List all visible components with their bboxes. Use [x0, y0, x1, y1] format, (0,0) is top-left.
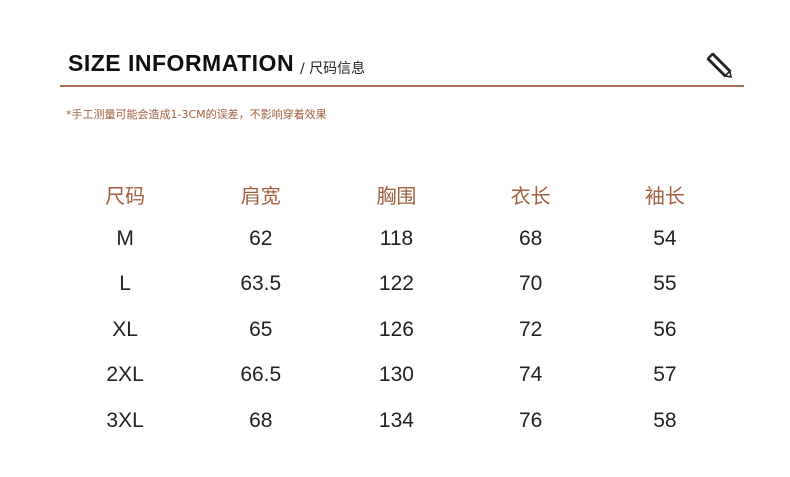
ruler-pencil-icon: [706, 52, 733, 79]
table-row: XL 65 126 72 56: [58, 307, 732, 353]
table-cell: 70: [518, 272, 543, 296]
table-cell: 62: [249, 226, 273, 250]
table-row: 2XL 66.5 130 74 57: [58, 353, 732, 399]
table-cell: 68: [518, 226, 543, 250]
table-cell: 2XL: [106, 363, 144, 387]
table-cell: 74: [518, 363, 543, 387]
table-cell: M: [116, 226, 134, 250]
table-row: L 63.5 122 70 55: [58, 262, 732, 308]
table-cell: 134: [378, 408, 414, 432]
table-cell: 56: [653, 317, 677, 341]
header-shoulder: 肩宽: [240, 183, 281, 208]
header-chest: 胸围: [376, 183, 417, 208]
header-length: 衣长: [510, 183, 551, 208]
table-cell: 65: [249, 317, 273, 341]
table-cell: 55: [653, 272, 677, 296]
header-sleeve: 袖长: [644, 183, 685, 208]
table-row: M 62 118 68 54: [58, 216, 732, 262]
table-cell: 68: [249, 408, 273, 432]
table-cell: 3XL: [106, 408, 144, 432]
table-cell: 54: [653, 226, 677, 250]
header-divider: [60, 85, 744, 87]
table-cell: 122: [378, 272, 414, 296]
table-cell: 72: [518, 317, 543, 341]
table-header-row: 尺码 肩宽 胸围 衣长 袖长: [58, 172, 732, 216]
measurement-note: *手工测量可能会造成1-3CM的误差，不影响穿着效果: [66, 108, 327, 121]
table-cell: 118: [379, 226, 414, 250]
table-cell: 76: [518, 408, 543, 432]
table-cell: 130: [378, 363, 414, 387]
table-row: 3XL 68 134 76 58: [58, 398, 732, 444]
page-subtitle: / 尺码信息: [300, 61, 366, 77]
table-cell: 63.5: [240, 272, 282, 296]
size-table: 尺码 肩宽 胸围 衣长 袖长 M 62 118 68 54 L 63.5 122 70 55 XL 6…: [58, 172, 732, 444]
table-cell: 66.5: [240, 363, 282, 387]
table-cell: L: [119, 272, 131, 296]
header-size: 尺码: [105, 183, 146, 208]
table-cell: XL: [112, 317, 138, 341]
table-cell: 58: [653, 408, 677, 432]
page-title: SIZE INFORMATION: [68, 50, 295, 76]
table-cell: 57: [653, 363, 677, 387]
table-cell: 126: [378, 317, 414, 341]
